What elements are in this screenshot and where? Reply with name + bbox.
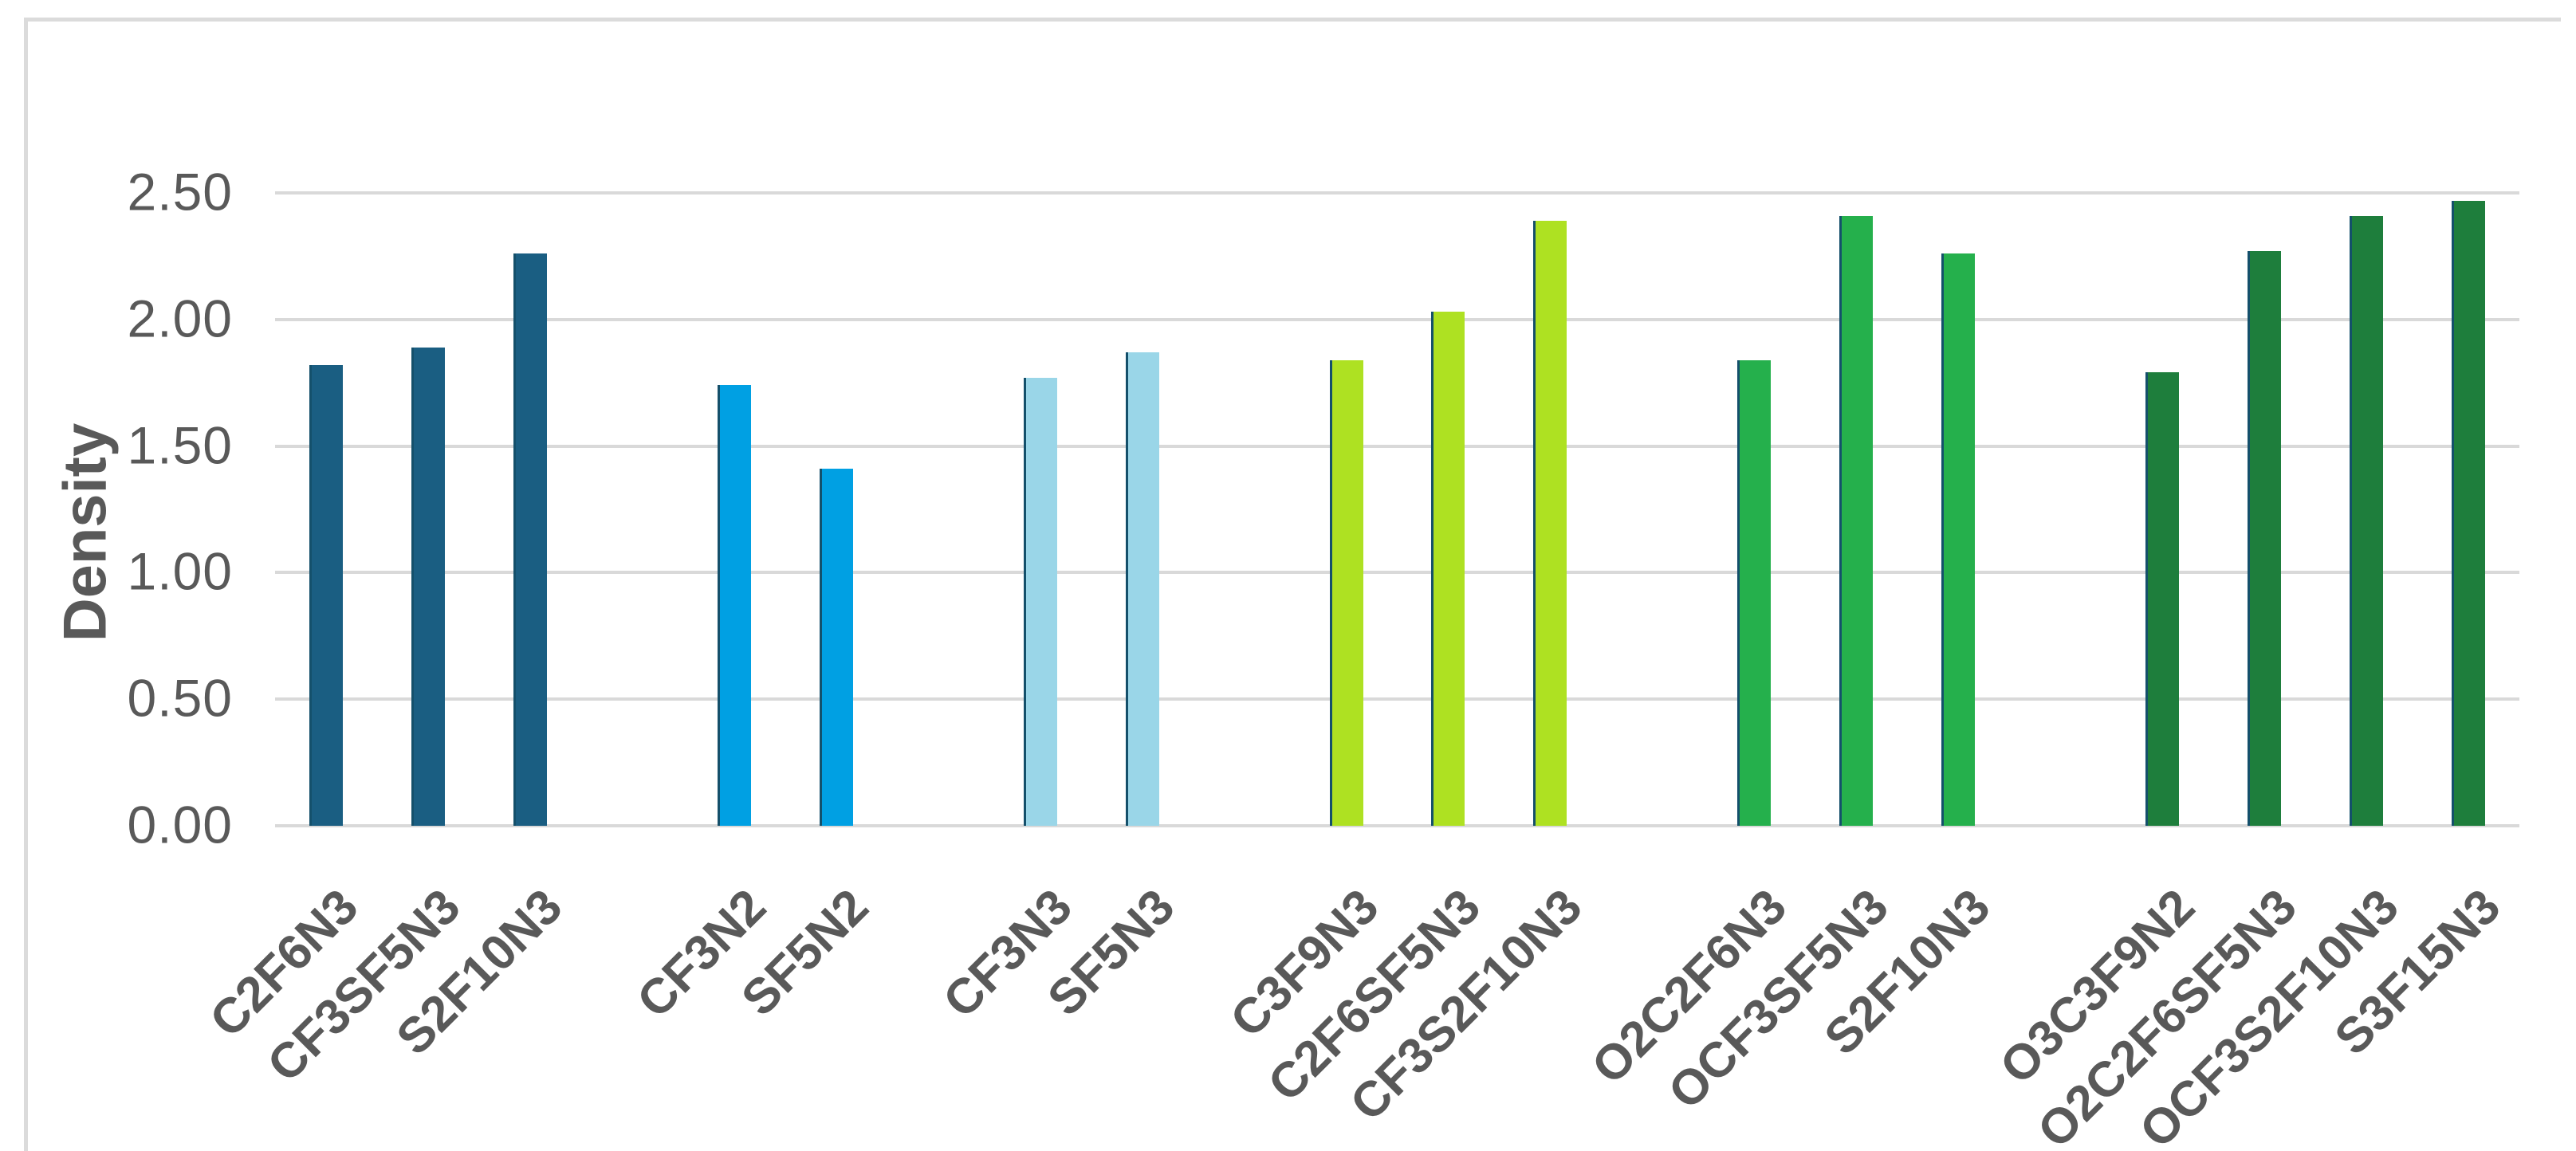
bar-S2F10N3 xyxy=(1941,253,1975,826)
bar-CF3N2 xyxy=(718,385,751,826)
gridline-y-1.00 xyxy=(275,571,2519,575)
y-tick-label: 1.00 xyxy=(127,541,233,601)
bar-C3F9N3 xyxy=(1330,360,1363,826)
gridline-y-2.00 xyxy=(275,317,2519,321)
bar-C2F6N3 xyxy=(309,365,343,826)
bar-CF3S2F10N3 xyxy=(1533,221,1567,826)
y-tick-label: 0.50 xyxy=(127,668,233,728)
bar-SF5N2 xyxy=(820,469,853,826)
bar-SF5N3 xyxy=(1126,352,1159,826)
bar-CF3SF5N3 xyxy=(411,348,445,826)
bar-S2F10N3 xyxy=(513,253,547,826)
bar-OCF3SF5N3 xyxy=(1839,216,1873,826)
bar-S3F15N3 xyxy=(2452,201,2485,826)
chart-frame-top-border xyxy=(24,18,2561,22)
bar-C2F6SF5N3 xyxy=(1431,312,1465,826)
y-tick-label: 2.50 xyxy=(127,162,233,222)
gridline-y-2.50 xyxy=(275,191,2519,194)
chart-frame-left-border xyxy=(24,18,28,1151)
bar-OCF3S2F10N3 xyxy=(2350,216,2383,826)
y-tick-label: 0.00 xyxy=(127,795,233,854)
y-tick-label: 1.50 xyxy=(127,415,233,475)
bar-O2C2F6SF5N3 xyxy=(2248,251,2281,826)
bar-O3C3F9N2 xyxy=(2145,372,2179,826)
gridline-y-0.50 xyxy=(275,697,2519,701)
bar-O2C2F6N3 xyxy=(1737,360,1771,826)
y-tick-label: 2.00 xyxy=(127,289,233,348)
bar-CF3N3 xyxy=(1024,378,1057,826)
gridline-y-1.50 xyxy=(275,444,2519,448)
gridline-y-0.00 xyxy=(275,824,2519,827)
